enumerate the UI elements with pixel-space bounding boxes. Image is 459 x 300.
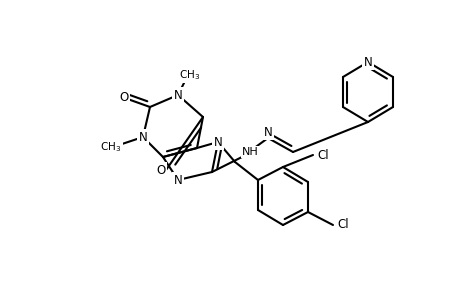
Text: N: N xyxy=(138,130,147,143)
Text: N: N xyxy=(173,88,182,101)
Text: N: N xyxy=(213,136,222,148)
Text: N: N xyxy=(173,173,182,187)
Text: CH$_3$: CH$_3$ xyxy=(100,140,121,154)
Text: N: N xyxy=(263,125,272,139)
Text: N: N xyxy=(363,56,372,68)
Text: Cl: Cl xyxy=(336,218,348,232)
Text: Cl: Cl xyxy=(317,148,328,161)
Text: NH: NH xyxy=(241,147,258,157)
Text: O: O xyxy=(156,164,165,176)
Text: O: O xyxy=(119,91,129,103)
Text: CH$_3$: CH$_3$ xyxy=(179,68,200,82)
